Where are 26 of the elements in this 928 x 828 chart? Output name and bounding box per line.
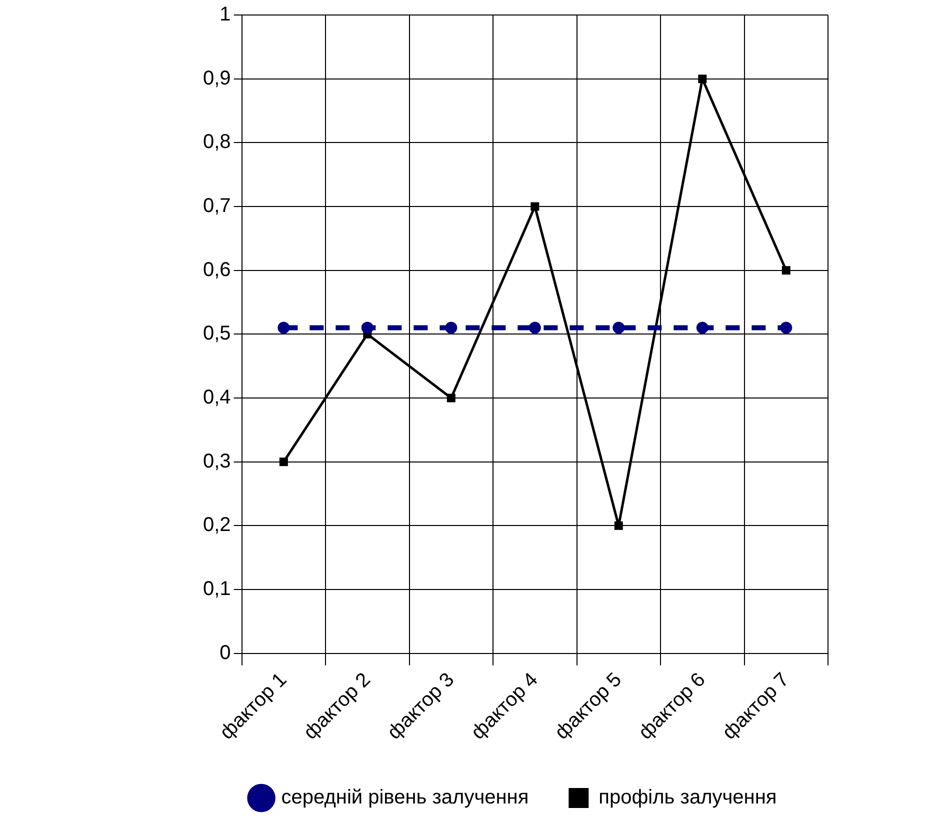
point [612,322,625,334]
y-tick-label: 0,4 [202,386,231,409]
point [696,322,708,334]
point [528,322,541,334]
y-tick-label: 0,1 [202,578,231,600]
point [614,521,623,530]
y-tick-label: 0,7 [202,195,231,218]
point [782,266,790,275]
point [780,322,792,334]
point [361,322,374,334]
y-tick-label: 0,9 [202,67,231,90]
legend-label: середній рівень залучення [281,786,529,809]
y-tick-label: 0,5 [202,322,231,345]
y-tick-label: 1 [220,4,231,26]
point [279,458,288,466]
y-tick-label: 0 [220,642,231,664]
legend-label: профіль залучення [598,786,777,809]
point [530,202,540,211]
point [445,322,458,334]
y-tick-label: 0,3 [202,450,231,472]
y-tick-label: 0,8 [202,131,231,154]
point [698,74,707,84]
point [446,394,456,402]
point [278,322,290,334]
y-tick-label: 0,2 [202,514,231,536]
y-tick-label: 0,6 [202,258,231,281]
